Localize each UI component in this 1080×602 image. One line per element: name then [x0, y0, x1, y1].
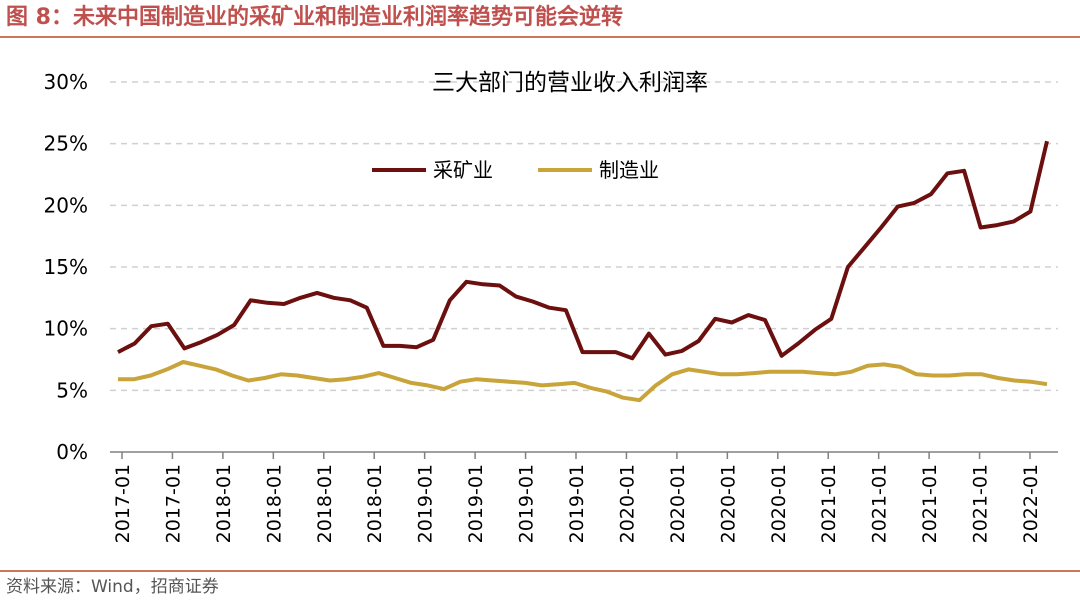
- y-tick-label: 25%: [44, 132, 88, 156]
- top-rule: [0, 36, 1080, 38]
- y-tick-label: 5%: [56, 378, 88, 402]
- x-tick-label: 2018-01: [213, 464, 235, 543]
- x-tick-label: 2021-01: [869, 464, 891, 543]
- y-tick-label: 20%: [44, 193, 88, 217]
- y-tick-label: 0%: [56, 440, 88, 464]
- y-tick-label: 15%: [44, 255, 88, 279]
- x-tick-label: 2020-01: [616, 464, 638, 543]
- manufacturing-series-line: [118, 360, 1048, 403]
- x-tick-label: 2022-01: [1020, 464, 1042, 543]
- bottom-rule: [0, 570, 1080, 572]
- mining-series-line: [117, 140, 1049, 361]
- axis-layer: 0% 5% 10% 15% 20% 25% 30% 2017-01 2017-01 2018-01…: [44, 70, 1058, 543]
- figure-title: 图 8：未来中国制造业的采矿业和制造业利润率趋势可能会逆转: [6, 5, 623, 30]
- y-tick-label: 10%: [44, 317, 88, 341]
- x-tick-label: 2020-01: [768, 464, 790, 543]
- x-tick-label: 2018-01: [314, 464, 336, 543]
- chart-title: 三大部门的营业收入利润率: [432, 70, 708, 96]
- x-tick-label: 2017-01: [112, 464, 134, 543]
- source-note: 资料来源：Wind，招商证券: [6, 577, 219, 597]
- x-tick-label: 2021-01: [818, 464, 840, 543]
- chart: 0% 5% 10% 15% 20% 25% 30% 2017-01 2017-01 2018-01…: [44, 70, 1058, 543]
- x-tick-label: 2019-01: [516, 464, 538, 543]
- legend: 采矿业 制造业: [372, 158, 659, 182]
- x-tick-label: 2019-01: [566, 464, 588, 543]
- x-tick-label: 2018-01: [364, 464, 386, 543]
- series-layer: [117, 140, 1049, 403]
- x-tick-label: 2017-01: [162, 464, 184, 543]
- legend-label-mining: 采矿业: [433, 158, 493, 182]
- legend-label-manufacturing: 制造业: [599, 158, 659, 182]
- y-tick-label: 30%: [44, 70, 88, 94]
- x-tick-label: 2021-01: [919, 464, 941, 543]
- grid-layer: [110, 81, 1058, 392]
- x-tick-label: 2020-01: [667, 464, 689, 543]
- x-tick-label: 2021-01: [970, 464, 992, 543]
- x-tick-label: 2019-01: [465, 464, 487, 543]
- x-tick-label: 2019-01: [415, 464, 437, 543]
- x-tick-label: 2018-01: [263, 464, 285, 543]
- x-tick-label: 2020-01: [717, 464, 739, 543]
